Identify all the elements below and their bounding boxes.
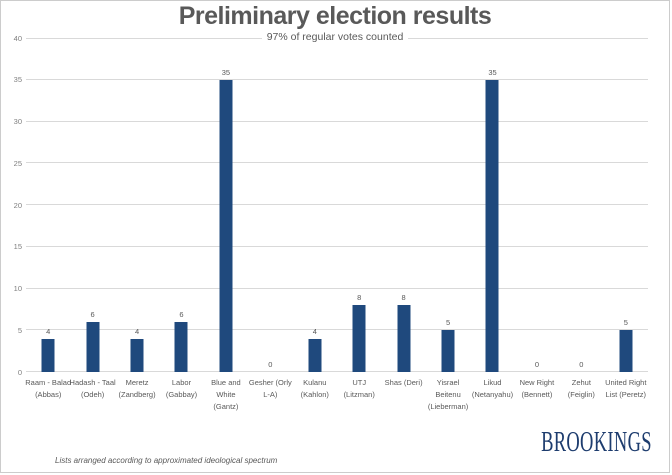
bar bbox=[619, 330, 633, 372]
bar-value-label: 0 bbox=[268, 360, 273, 369]
bar bbox=[485, 79, 499, 372]
bar-value-label: 4 bbox=[134, 326, 140, 336]
y-axis-tick-label: 0 bbox=[17, 367, 22, 377]
x-axis-category-label: Hadash - Taal (Odeh) bbox=[69, 378, 116, 399]
brookings-logo: BROOKINGS bbox=[541, 427, 652, 458]
x-axis-category-label: Labor (Gabbay) bbox=[165, 378, 198, 399]
x-axis-category-label: Raam - Balad (Abbas) bbox=[25, 378, 72, 399]
bar bbox=[86, 321, 100, 372]
y-axis-tick-label: 5 bbox=[17, 325, 22, 335]
bar-column: 8 UTJ (Litzman) bbox=[337, 38, 381, 399]
bar-value-label: 4 bbox=[46, 326, 51, 336]
bar bbox=[397, 305, 411, 372]
y-axis-tick-label: 20 bbox=[13, 200, 22, 210]
x-axis-category-label: New Right (Bennett) bbox=[519, 378, 555, 399]
y-axis-tick-label: 30 bbox=[13, 117, 22, 126]
bar-value-label: 5 bbox=[445, 318, 451, 328]
bar-column: 35 Likud (Netanyahu) bbox=[470, 38, 514, 399]
grid-line bbox=[26, 78, 648, 80]
grid-line bbox=[26, 371, 648, 372]
bar-column: 6 Labor (Gabbay) bbox=[159, 38, 203, 399]
bar bbox=[41, 338, 55, 372]
chart-subtitle: 97% of regular votes counted bbox=[1, 31, 669, 43]
bar-column: 5 Yisrael Beitenu (Lieberman) bbox=[426, 38, 470, 411]
x-axis-category-label: Kulanu (Kahlon) bbox=[300, 378, 329, 399]
bar bbox=[308, 338, 322, 372]
x-axis-category-label: Likud (Netanyahu) bbox=[471, 378, 514, 399]
bar bbox=[219, 79, 233, 372]
bar-column: 0 Zehut (Feiglin) bbox=[559, 38, 603, 399]
x-axis-category-label: Zehut (Feiglin) bbox=[567, 378, 595, 399]
bar-value-label: 8 bbox=[357, 293, 362, 303]
bar-value-label: 4 bbox=[312, 326, 317, 336]
bar-value-label: 8 bbox=[401, 293, 406, 303]
bar-column: 0 New Right (Bennett) bbox=[515, 38, 559, 399]
grid-line bbox=[26, 120, 648, 122]
bar-column: 5 United Right List (Peretz) bbox=[604, 38, 648, 399]
chart-subtitle-text: 97% of regular votes counted bbox=[261, 31, 409, 43]
y-axis-tick-label: 25 bbox=[13, 158, 22, 168]
bar-column: 8 Shas (Deri) bbox=[381, 38, 425, 387]
y-axis-tick-label: 10 bbox=[13, 284, 22, 293]
x-axis-category-label: Meretz (Zandberg) bbox=[118, 378, 156, 399]
y-axis-tick-label: 15 bbox=[13, 242, 22, 252]
chart-title: Preliminary election results bbox=[178, 2, 492, 30]
bar-value-label: 6 bbox=[179, 309, 184, 319]
grid-line bbox=[26, 287, 648, 289]
bar-value-label: 35 bbox=[221, 67, 231, 77]
bar-column: 4 Kulanu (Kahlon) bbox=[293, 38, 337, 399]
footnote: Lists arranged according to approximated… bbox=[55, 456, 278, 465]
bar-column: 4 Raam - Balad (Abbas) bbox=[25, 38, 71, 399]
bar-column: 35 Blue and White (Gantz) bbox=[204, 38, 248, 411]
x-axis-category-label: Gesher (Orly L-A) bbox=[248, 378, 292, 399]
bar bbox=[352, 305, 366, 372]
x-axis-category-label: Blue and White (Gantz) bbox=[211, 378, 241, 411]
grid-line bbox=[26, 329, 648, 331]
bar-column: 4 Meretz (Zandberg) bbox=[115, 38, 159, 399]
bar-value-label: 0 bbox=[534, 360, 539, 369]
x-axis-category-label: United Right List (Peretz) bbox=[605, 378, 647, 399]
grid-line bbox=[26, 162, 648, 164]
grid-line bbox=[26, 245, 648, 247]
bar-value-label: 5 bbox=[623, 318, 628, 328]
x-axis-category-label: Shas (Deri) bbox=[384, 378, 423, 387]
grid-line bbox=[26, 204, 648, 205]
bar-value-label: 6 bbox=[90, 309, 95, 319]
x-axis-category-label: UTJ (Litzman) bbox=[343, 378, 375, 399]
bar bbox=[130, 338, 144, 372]
x-axis-category-label: Yisrael Beitenu (Lieberman) bbox=[427, 378, 469, 411]
bar-value-label: 35 bbox=[488, 67, 497, 77]
bar bbox=[441, 330, 455, 372]
y-axis-tick-label: 35 bbox=[13, 75, 22, 85]
y-axis-tick-label: 40 bbox=[13, 33, 22, 43]
bar-value-label: 0 bbox=[579, 360, 584, 369]
bar bbox=[174, 321, 188, 372]
bar-column: 0 Gesher (Orly L-A) bbox=[248, 38, 292, 399]
bar-column: 6 Hadash - Taal (Odeh) bbox=[70, 38, 116, 399]
plot-area: 0 5 10 15 20 25 30 35 40 4 Raam - Balad (Abbas) 6 Ha… bbox=[14, 34, 648, 411]
